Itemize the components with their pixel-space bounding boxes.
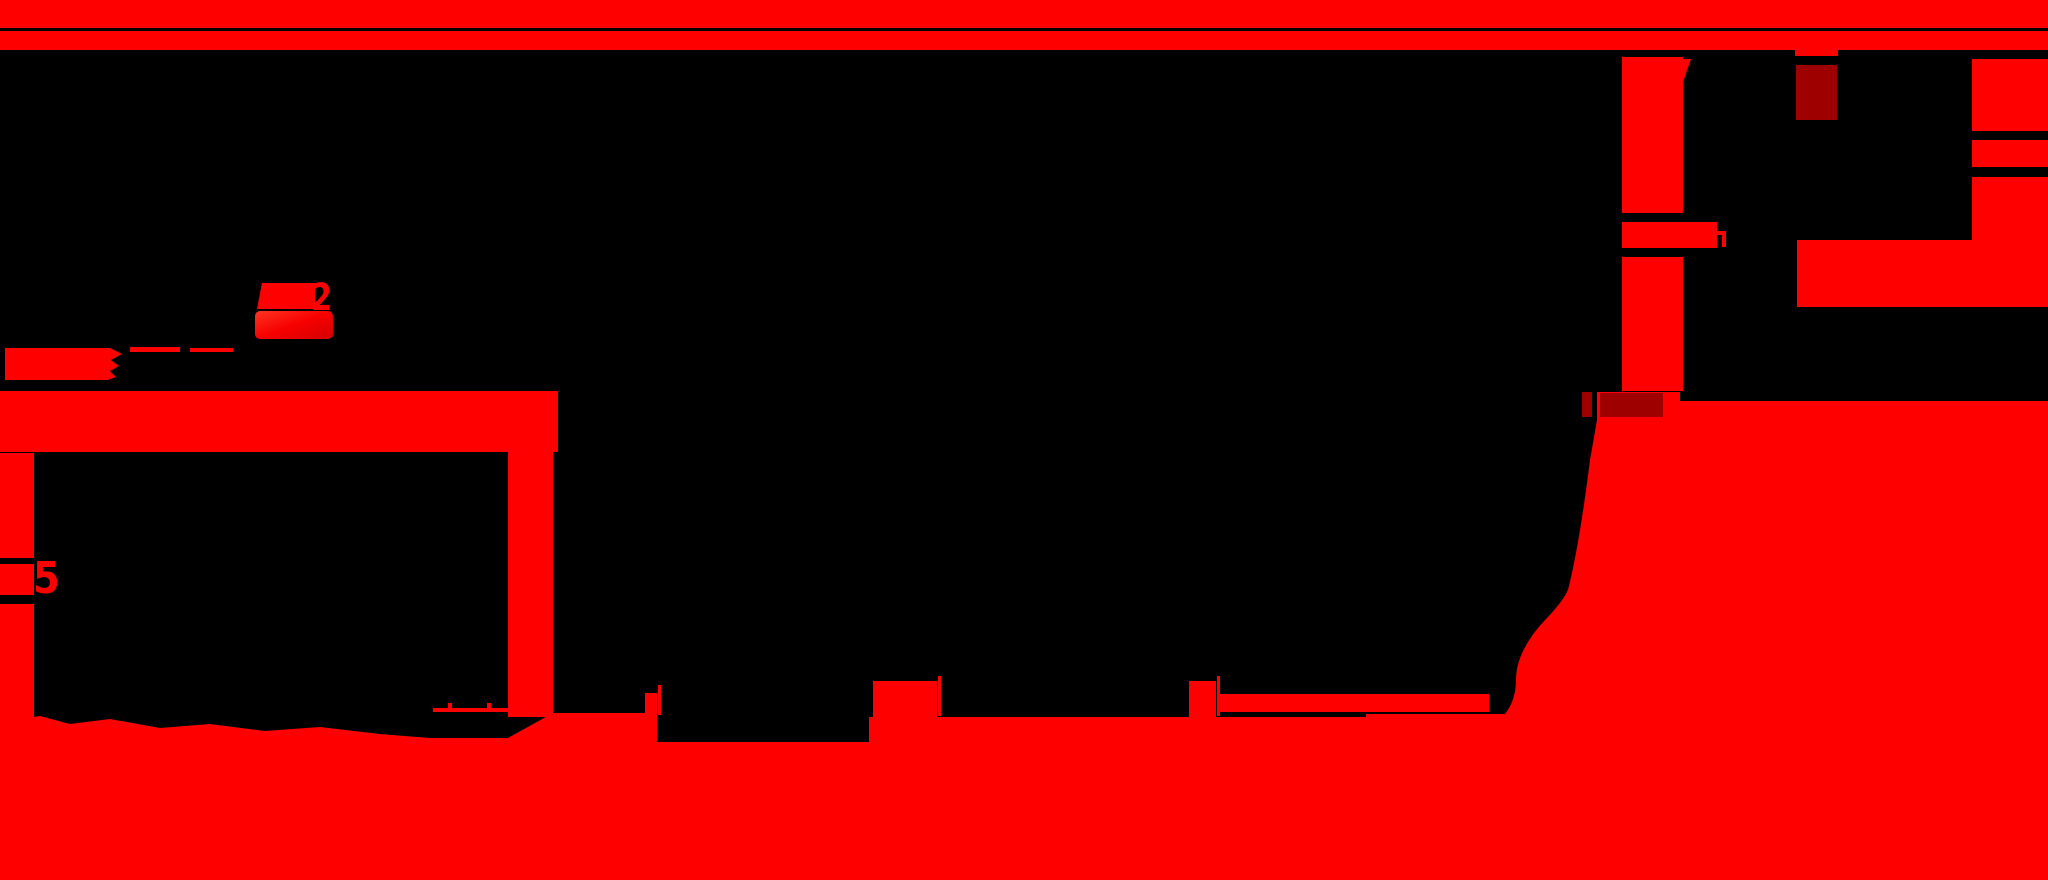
lava-mass-right [1366, 392, 2048, 880]
second-band-notch [1795, 50, 1838, 56]
platform-band [0, 391, 558, 452]
right-pillar-sliver [1683, 59, 1691, 82]
edge-block-a [1972, 59, 2048, 131]
post-small [645, 693, 657, 717]
post-right [1189, 681, 1216, 717]
edge-block-b [1972, 140, 2048, 167]
float-tick-b [487, 703, 491, 709]
post-right-line [1217, 676, 1220, 716]
right-mid-band-hook [1713, 231, 1726, 247]
float-tick-a [448, 703, 452, 709]
hud-badge-digit: 2 [311, 276, 333, 319]
left-wedge [5, 348, 122, 380]
ledge-strip-right [1219, 694, 1489, 712]
post-small-line [658, 685, 661, 715]
badge-blob [257, 283, 315, 309]
left-dash-a [130, 347, 180, 352]
left-column-b [0, 564, 34, 595]
maroon-block [1796, 65, 1837, 120]
post-mid-line [938, 676, 941, 716]
right-mid-band [1622, 222, 1717, 248]
platform-descender [508, 391, 553, 717]
right-pillar-lower [1622, 257, 1683, 391]
left-column-c [0, 604, 34, 729]
lava-right-shade [1600, 393, 1663, 417]
right-pillar-upper [1622, 57, 1683, 213]
left-dash-b [190, 348, 233, 352]
hud-left-digit: 5 [33, 553, 60, 604]
edge-block-c [1797, 177, 2048, 307]
post-mid [873, 681, 937, 717]
second-band [0, 31, 2048, 50]
float-line [433, 708, 508, 712]
ground-mass [0, 713, 1366, 880]
maroon-post [1582, 392, 1592, 417]
top-band [0, 0, 2048, 28]
badge-button [255, 311, 333, 339]
left-column-a [0, 453, 34, 558]
